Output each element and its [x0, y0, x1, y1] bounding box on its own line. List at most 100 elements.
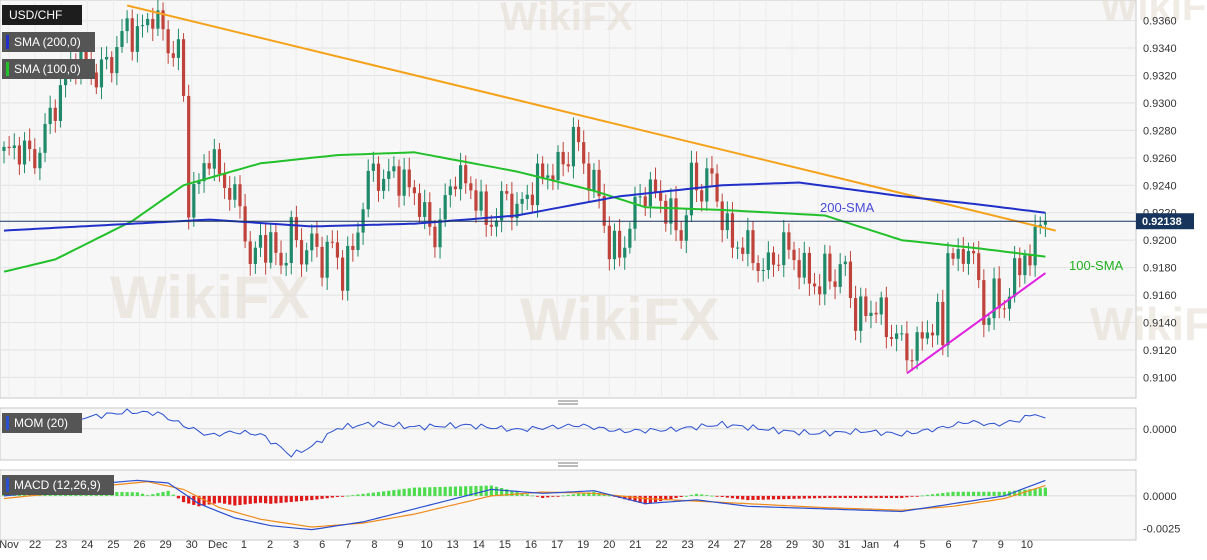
time-tick-label: 27	[734, 539, 746, 551]
macd-histogram-bar	[720, 495, 724, 497]
sma100-legend[interactable]: SMA (100,0)	[2, 59, 95, 79]
macd-histogram-bar	[812, 495, 817, 499]
macd-histogram-bar	[889, 495, 894, 498]
time-tick-label: 30	[186, 539, 198, 551]
macd-histogram-bar	[330, 495, 334, 498]
candle-body	[510, 193, 514, 219]
candle-body	[951, 253, 955, 259]
mom-legend[interactable]: MOM (20)	[2, 413, 82, 433]
price-tick-label: 0.9360	[1143, 16, 1177, 28]
candle-body	[366, 170, 370, 210]
macd-histogram-bar	[535, 495, 540, 497]
candle-body	[125, 18, 129, 32]
macd-histogram-bar	[494, 486, 499, 496]
candle-body	[694, 162, 699, 191]
macd-signal-line	[3, 481, 1046, 528]
candle-body	[412, 187, 416, 194]
candle-body	[853, 298, 858, 331]
candle-body	[161, 10, 165, 30]
candle-body	[848, 261, 853, 299]
resize-handle-macd[interactable]	[558, 462, 578, 467]
macd-histogram-bar	[761, 495, 765, 500]
candle-body	[197, 181, 201, 185]
time-tick-label: 8	[371, 539, 377, 551]
candle-body	[930, 332, 935, 336]
candle-body	[22, 140, 27, 165]
macd-histogram-bar	[602, 494, 606, 496]
watermark-layer: WikiFX WikiFX WikiFX WikiFX WikiFX	[110, 0, 1207, 353]
candle-body	[807, 252, 812, 284]
watermark-logo: WikiFX	[500, 0, 633, 39]
candle-body	[910, 360, 914, 362]
candle-body	[669, 198, 673, 224]
candle-body	[99, 59, 104, 88]
time-tick-label: 23	[681, 539, 693, 551]
macd-histogram-bar	[771, 495, 776, 500]
macd-histogram-bar	[782, 495, 786, 500]
candle-body	[382, 178, 386, 191]
candle-body	[28, 140, 32, 150]
macd-histogram-bar	[207, 495, 211, 505]
candle-body	[525, 194, 529, 199]
candle-body	[735, 247, 740, 249]
macd-histogram-bar	[900, 495, 904, 498]
candle-body	[448, 186, 452, 196]
candle-body	[766, 252, 770, 271]
macd-histogram-bar	[741, 495, 745, 500]
macd-legend-label: MACD (12,26,9)	[14, 478, 101, 492]
time-tick-label: 17	[551, 539, 563, 551]
macd-histogram-bar	[438, 486, 442, 496]
candle-body	[135, 26, 139, 52]
time-tick-label: 4	[893, 539, 899, 551]
macd-histogram-bar	[730, 495, 735, 499]
candle-body	[2, 146, 6, 151]
candle-body	[782, 232, 786, 266]
candle-body	[936, 301, 940, 336]
candle-body	[761, 270, 765, 272]
macd-histogram-bar	[489, 485, 493, 496]
candle-body	[576, 126, 581, 143]
time-tick-label: 15	[499, 539, 511, 551]
candle-body	[900, 333, 904, 335]
time-tick-label: 6	[946, 539, 952, 551]
candle-body	[869, 312, 873, 317]
macd-histogram-bar	[1033, 488, 1037, 496]
candle-body	[710, 168, 714, 174]
macd-histogram-bar	[120, 492, 124, 496]
time-tick-label: Dec	[208, 539, 228, 551]
candle-body	[176, 39, 181, 58]
symbol-legend[interactable]: USD/CHF	[2, 5, 82, 25]
time-tick-label: 31	[838, 539, 850, 551]
candle-body	[105, 56, 109, 60]
sma200-legend[interactable]: SMA (200,0)	[2, 32, 95, 52]
macd-histogram-bar	[351, 495, 355, 496]
macd-histogram-bar	[284, 495, 288, 503]
macd-histogram-bar	[684, 495, 688, 497]
macd-legend[interactable]: MACD (12,26,9)	[2, 475, 114, 495]
candle-body	[618, 230, 622, 258]
candle-body	[607, 225, 611, 260]
macd-histogram-bar	[130, 492, 134, 496]
candle-body	[889, 337, 894, 339]
macd-histogram-bar	[843, 495, 847, 498]
resize-handle-mom[interactable]	[558, 400, 578, 405]
candle-body	[628, 228, 632, 248]
time-tick-label: 24	[81, 539, 93, 551]
macd-histogram-bar	[751, 495, 755, 500]
candle-body	[371, 163, 375, 171]
candle-body	[192, 184, 196, 218]
candle-body	[305, 250, 309, 265]
time-tick-label: 13	[447, 539, 459, 551]
macd-histogram-bar	[1028, 489, 1032, 496]
price-tick-label: 0.9260	[1143, 153, 1177, 165]
candle-body	[741, 247, 745, 254]
candle-body	[515, 203, 519, 219]
macd-histogram-bar	[274, 495, 278, 504]
macd-histogram-bar	[607, 495, 611, 497]
macd-histogram-bar	[289, 495, 293, 502]
macd-histogram-bar	[1043, 487, 1047, 496]
candle-body	[1007, 296, 1012, 309]
time-tick-label: 16	[525, 539, 537, 551]
macd-histogram-bar	[212, 495, 216, 504]
macd-histogram-bar	[982, 491, 986, 496]
